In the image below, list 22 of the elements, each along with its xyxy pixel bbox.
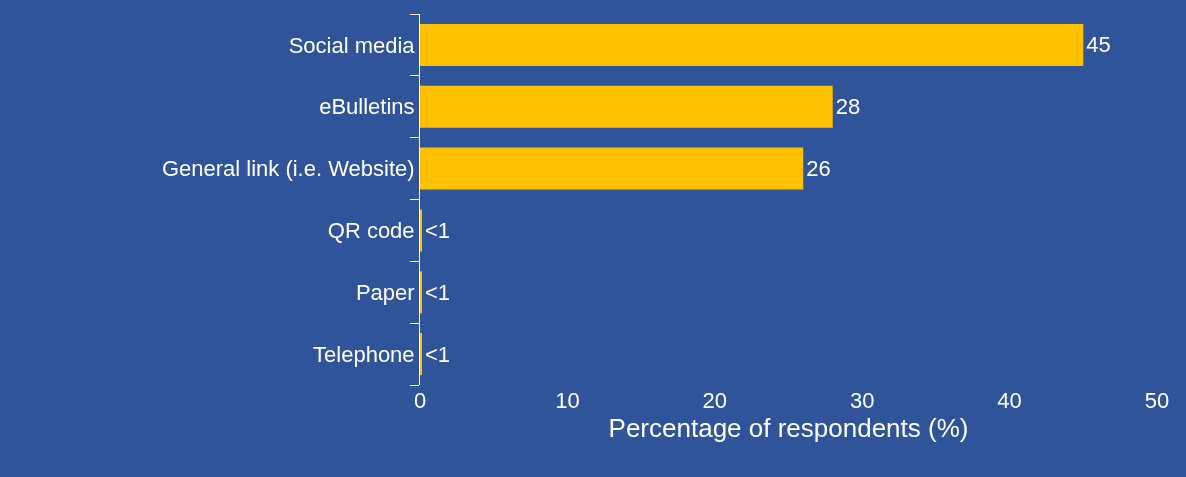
- y-tick-label: Paper: [355, 279, 415, 305]
- y-tick-label: Social media: [288, 32, 416, 58]
- x-tick-label: 40: [997, 388, 1022, 413]
- bar: [420, 23, 1084, 66]
- data-label: 28: [835, 94, 861, 120]
- y-tick-label: QR code: [327, 218, 415, 244]
- y-tick-label: Telephone: [313, 341, 415, 367]
- bar: [420, 147, 804, 190]
- x-tick-label: 10: [555, 388, 580, 413]
- bar: [420, 85, 833, 128]
- data-label: <1: [425, 279, 451, 305]
- x-tick-label: 20: [702, 388, 728, 413]
- data-label: 45: [1086, 32, 1111, 58]
- y-tick-label: General link (i.e. Website): [161, 156, 415, 182]
- x-tick-label: 30: [849, 388, 875, 413]
- x-tick-label: 0: [413, 388, 427, 413]
- y-tick-label: eBulletins: [319, 94, 415, 120]
- x-axis-title: Percentage of respondents (%): [608, 413, 969, 443]
- x-tick-label: 50: [1144, 388, 1170, 413]
- data-label: 26: [806, 156, 831, 182]
- data-label: <1: [425, 217, 451, 243]
- data-label: <1: [425, 341, 451, 367]
